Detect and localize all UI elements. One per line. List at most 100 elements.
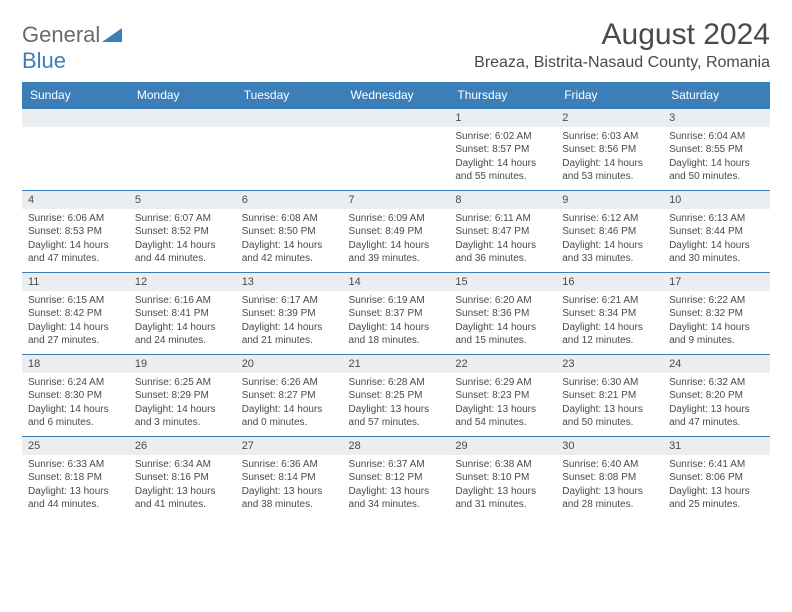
sunset-line: Sunset: 8:20 PM [669,389,764,403]
date-cell: 3 [663,109,770,127]
sunset-line: Sunset: 8:12 PM [349,471,444,485]
date-cell: 26 [129,437,236,455]
date-cell: 11 [22,273,129,291]
sunset-line: Sunset: 8:08 PM [562,471,657,485]
info-cell: Sunrise: 6:36 AMSunset: 8:14 PMDaylight:… [236,455,343,519]
date-cell: 22 [449,355,556,373]
date-number: 26 [135,440,147,452]
location: Breaza, Bistrita-Nasaud County, Romania [474,54,770,72]
date-number: 29 [455,440,467,452]
sunrise-line: Sunrise: 6:04 AM [669,130,764,144]
daylight-line: Daylight: 14 hours and 15 minutes. [455,321,550,348]
day-header: Thursday [449,82,556,109]
logo: General Blue [22,22,122,74]
sunrise-line: Sunrise: 6:37 AM [349,458,444,472]
sunset-line: Sunset: 8:23 PM [455,389,550,403]
sunrise-line: Sunrise: 6:29 AM [455,376,550,390]
info-cell: Sunrise: 6:26 AMSunset: 8:27 PMDaylight:… [236,373,343,437]
sunset-line: Sunset: 8:39 PM [242,307,337,321]
sunrise-line: Sunrise: 6:30 AM [562,376,657,390]
daylight-line: Daylight: 13 hours and 28 minutes. [562,485,657,512]
daylight-line: Daylight: 14 hours and 30 minutes. [669,239,764,266]
date-number: 21 [349,358,361,370]
info-cell: Sunrise: 6:09 AMSunset: 8:49 PMDaylight:… [343,209,450,273]
day-header: Tuesday [236,82,343,109]
info-cell: Sunrise: 6:32 AMSunset: 8:20 PMDaylight:… [663,373,770,437]
info-cell: Sunrise: 6:41 AMSunset: 8:06 PMDaylight:… [663,455,770,519]
daylight-line: Daylight: 14 hours and 55 minutes. [455,157,550,184]
logo-text: General Blue [22,22,122,74]
info-cell: Sunrise: 6:07 AMSunset: 8:52 PMDaylight:… [129,209,236,273]
logo-word-1: General [22,22,100,47]
daylight-line: Daylight: 14 hours and 33 minutes. [562,239,657,266]
date-cell: 12 [129,273,236,291]
date-row: 18192021222324 [22,355,770,373]
sunset-line: Sunset: 8:55 PM [669,143,764,157]
date-number: 2 [562,112,568,124]
sunset-line: Sunset: 8:34 PM [562,307,657,321]
date-cell: 17 [663,273,770,291]
content-row: Sunrise: 6:24 AMSunset: 8:30 PMDaylight:… [22,373,770,437]
info-cell [236,127,343,191]
date-number: 18 [28,358,40,370]
daylight-line: Daylight: 13 hours and 50 minutes. [562,403,657,430]
date-number: 9 [562,194,568,206]
sunset-line: Sunset: 8:41 PM [135,307,230,321]
sunrise-line: Sunrise: 6:21 AM [562,294,657,308]
sunset-line: Sunset: 8:25 PM [349,389,444,403]
sunrise-line: Sunrise: 6:02 AM [455,130,550,144]
header: General Blue August 2024 Breaza, Bistrit… [22,18,770,74]
daylight-line: Daylight: 14 hours and 6 minutes. [28,403,123,430]
date-number: 5 [135,194,141,206]
daylight-line: Daylight: 14 hours and 39 minutes. [349,239,444,266]
sunrise-line: Sunrise: 6:17 AM [242,294,337,308]
sunrise-line: Sunrise: 6:22 AM [669,294,764,308]
calendar-table: Sunday Monday Tuesday Wednesday Thursday… [22,82,770,519]
sunrise-line: Sunrise: 6:19 AM [349,294,444,308]
daylight-line: Daylight: 14 hours and 44 minutes. [135,239,230,266]
content-row: Sunrise: 6:33 AMSunset: 8:18 PMDaylight:… [22,455,770,519]
date-number: 19 [135,358,147,370]
date-row: 45678910 [22,191,770,209]
info-cell: Sunrise: 6:25 AMSunset: 8:29 PMDaylight:… [129,373,236,437]
sunrise-line: Sunrise: 6:08 AM [242,212,337,226]
sunset-line: Sunset: 8:14 PM [242,471,337,485]
sunrise-line: Sunrise: 6:34 AM [135,458,230,472]
sunset-line: Sunset: 8:16 PM [135,471,230,485]
date-cell: 8 [449,191,556,209]
date-number: 13 [242,276,254,288]
date-number: 1 [455,112,461,124]
date-number: 15 [455,276,467,288]
daylight-line: Daylight: 14 hours and 47 minutes. [28,239,123,266]
sunrise-line: Sunrise: 6:11 AM [455,212,550,226]
daylight-line: Daylight: 13 hours and 25 minutes. [669,485,764,512]
daylight-line: Daylight: 14 hours and 53 minutes. [562,157,657,184]
sunset-line: Sunset: 8:56 PM [562,143,657,157]
date-cell [129,109,236,127]
date-row: 1 2 3 [22,109,770,127]
sunrise-line: Sunrise: 6:26 AM [242,376,337,390]
content-row: Sunrise: 6:06 AMSunset: 8:53 PMDaylight:… [22,209,770,273]
sunrise-line: Sunrise: 6:13 AM [669,212,764,226]
day-header: Friday [556,82,663,109]
date-cell: 7 [343,191,450,209]
date-number: 25 [28,440,40,452]
info-cell: Sunrise: 6:13 AMSunset: 8:44 PMDaylight:… [663,209,770,273]
info-cell: Sunrise: 6:22 AMSunset: 8:32 PMDaylight:… [663,291,770,355]
daylight-line: Daylight: 14 hours and 12 minutes. [562,321,657,348]
sunrise-line: Sunrise: 6:40 AM [562,458,657,472]
date-number: 24 [669,358,681,370]
sunset-line: Sunset: 8:36 PM [455,307,550,321]
date-number: 16 [562,276,574,288]
sunrise-line: Sunrise: 6:12 AM [562,212,657,226]
sunrise-line: Sunrise: 6:28 AM [349,376,444,390]
daylight-line: Daylight: 13 hours and 31 minutes. [455,485,550,512]
info-cell: Sunrise: 6:40 AMSunset: 8:08 PMDaylight:… [556,455,663,519]
info-cell: Sunrise: 6:29 AMSunset: 8:23 PMDaylight:… [449,373,556,437]
date-number: 22 [455,358,467,370]
sunset-line: Sunset: 8:21 PM [562,389,657,403]
date-cell: 10 [663,191,770,209]
sunrise-line: Sunrise: 6:38 AM [455,458,550,472]
info-cell: Sunrise: 6:17 AMSunset: 8:39 PMDaylight:… [236,291,343,355]
sunrise-line: Sunrise: 6:24 AM [28,376,123,390]
